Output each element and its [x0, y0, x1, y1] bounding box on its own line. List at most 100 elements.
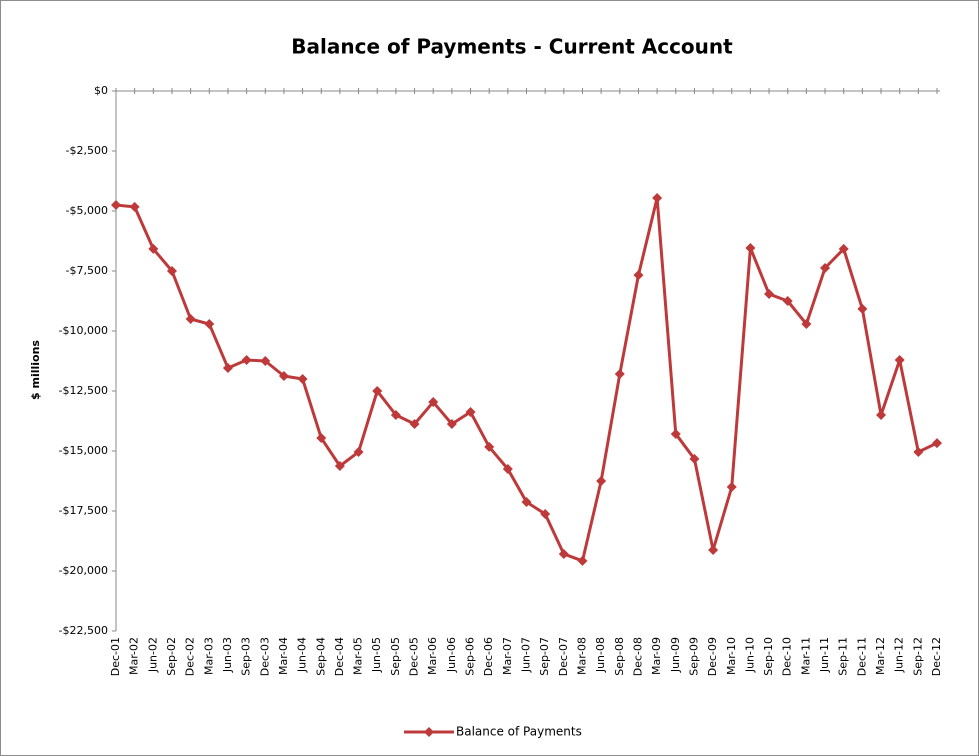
y-tick-label: -$5,000: [66, 204, 108, 217]
data-point: [838, 243, 849, 254]
data-point: [689, 453, 700, 464]
x-tick-label: Dec-06: [482, 637, 495, 676]
data-point: [801, 319, 812, 330]
y-tick-label: -$7,500: [66, 264, 108, 277]
y-tick-label: -$15,000: [59, 444, 108, 457]
x-tick-label: Dec-07: [557, 637, 570, 676]
x-tick-label: Mar-04: [277, 637, 290, 675]
data-point: [372, 386, 383, 396]
data-point: [577, 555, 588, 566]
x-tick-label: Mar-10: [725, 637, 738, 675]
x-tick-label: Dec-02: [184, 637, 197, 676]
x-tick-label: Mar-06: [426, 637, 439, 675]
y-tick-label: -$10,000: [59, 324, 108, 337]
x-tick-label: Mar-08: [575, 637, 588, 675]
x-tick-label: Mar-05: [352, 637, 365, 675]
legend-marker: [424, 727, 434, 737]
data-point: [241, 355, 252, 366]
data-point: [465, 407, 476, 417]
data-point: [409, 419, 420, 429]
x-tick-label: Mar-09: [650, 637, 663, 675]
data-point: [614, 368, 625, 379]
x-tick-label: Sep-08: [613, 637, 626, 676]
data-point: [185, 314, 196, 324]
data-point: [521, 497, 532, 507]
data-point: [894, 355, 905, 366]
x-tick-label: Jun-05: [370, 637, 383, 673]
data-point: [148, 243, 159, 254]
x-tick-label: Sep-04: [314, 637, 327, 676]
x-tick-label: Mar-03: [202, 637, 215, 675]
x-tick-label: Sep-10: [762, 637, 775, 676]
data-point: [876, 410, 887, 420]
x-tick-label: Dec-10: [781, 637, 794, 676]
data-point: [764, 289, 775, 300]
data-point: [670, 428, 681, 439]
data-point: [334, 461, 345, 471]
data-point: [782, 296, 793, 306]
x-tick-label: Sep-12: [911, 637, 924, 676]
data-point: [820, 263, 831, 273]
x-tick-label: Sep-11: [837, 637, 850, 676]
data-point: [502, 464, 513, 474]
data-point: [222, 362, 233, 373]
data-point: [129, 201, 140, 212]
data-point: [278, 371, 289, 381]
y-tick-label: -$20,000: [59, 564, 108, 577]
data-point: [484, 441, 495, 452]
x-tick-label: Dec-01: [109, 637, 122, 676]
x-tick-label: Sep-02: [165, 637, 178, 676]
x-tick-label: Dec-05: [408, 637, 421, 676]
x-tick-label: Jun-02: [146, 637, 159, 673]
data-point: [857, 303, 868, 314]
data-point: [540, 509, 551, 519]
data-point: [558, 548, 569, 559]
data-point: [596, 476, 607, 486]
data-point: [297, 374, 308, 384]
x-tick-label: Dec-08: [631, 637, 644, 676]
x-tick-label: Jun-07: [520, 637, 533, 673]
data-point: [446, 419, 457, 429]
x-tick-label: Sep-03: [240, 637, 253, 676]
data-point: [204, 319, 215, 330]
x-tick-label: Mar-07: [501, 637, 514, 675]
y-tick-label: -$2,500: [66, 144, 108, 157]
data-point: [708, 545, 719, 555]
x-tick-label: Sep-05: [389, 637, 402, 676]
x-tick-label: Dec-09: [706, 637, 719, 676]
x-tick-label: Sep-06: [464, 637, 477, 676]
x-tick-label: Jun-03: [221, 637, 234, 673]
x-tick-label: Jun-12: [893, 637, 906, 673]
data-point: [428, 397, 439, 408]
x-tick-label: Jun-08: [594, 637, 607, 673]
x-tick-label: Sep-09: [687, 637, 700, 676]
data-point: [913, 446, 924, 457]
data-point: [745, 242, 756, 253]
legend-label: Balance of Payments: [456, 725, 582, 739]
data-point: [390, 410, 401, 420]
data-point: [111, 200, 121, 210]
data-point: [316, 433, 327, 444]
data-point: [353, 446, 364, 457]
x-tick-label: Jun-09: [669, 637, 682, 673]
x-tick-label: Dec-03: [258, 637, 271, 676]
x-tick-label: Mar-11: [799, 637, 812, 675]
x-tick-label: Sep-07: [538, 637, 551, 676]
x-tick-label: Mar-02: [128, 637, 141, 675]
data-point: [260, 356, 271, 366]
data-point: [166, 266, 177, 276]
x-tick-label: Jun-11: [818, 637, 831, 673]
x-tick-label: Jun-10: [743, 637, 756, 673]
y-tick-label: -$22,500: [59, 624, 108, 637]
x-tick-label: Dec-12: [930, 637, 943, 676]
data-point: [633, 270, 644, 281]
chart-title: Balance of Payments - Current Account: [291, 35, 733, 59]
y-axis-label: $ millions: [29, 340, 42, 400]
x-tick-label: Jun-04: [296, 637, 309, 673]
y-tick-label: $0: [94, 84, 108, 97]
x-tick-label: Mar-12: [874, 637, 887, 675]
y-tick-label: -$17,500: [59, 504, 108, 517]
x-tick-label: Jun-06: [445, 637, 458, 673]
